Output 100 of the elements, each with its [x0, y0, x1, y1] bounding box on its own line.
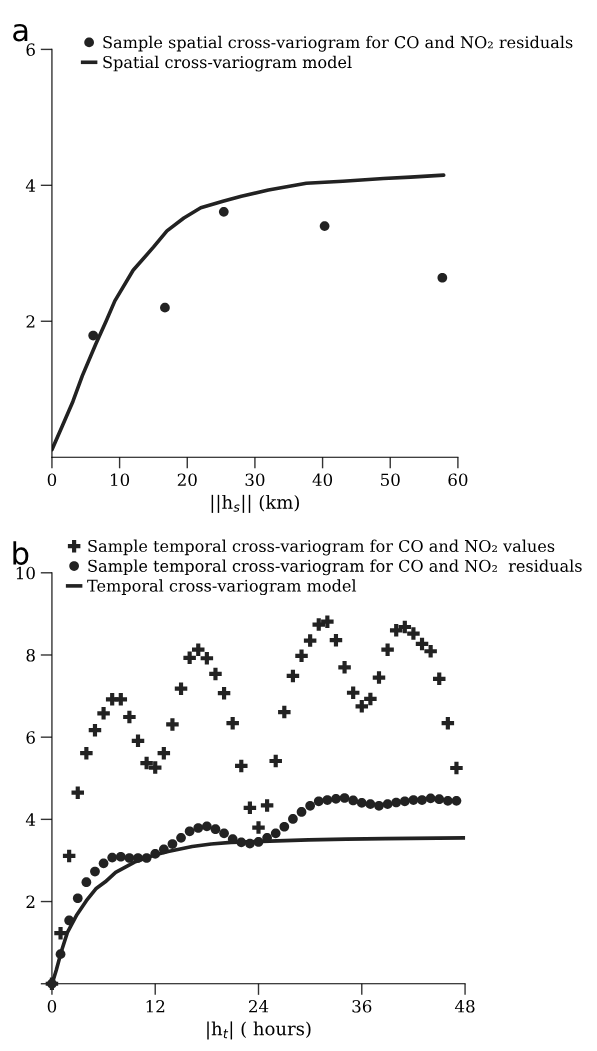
- point: [312, 618, 325, 631]
- point: [236, 837, 247, 848]
- point: [158, 844, 169, 855]
- point: [365, 799, 376, 810]
- point: [415, 637, 429, 651]
- chart-title: a: [13, 23, 28, 42]
- point: [90, 866, 100, 877]
- point: [260, 799, 274, 812]
- point: [253, 837, 264, 847]
- x-tick-label: 0: [47, 473, 57, 487]
- point: [115, 851, 126, 862]
- point: [183, 651, 196, 665]
- point: [442, 796, 453, 806]
- point: [329, 633, 343, 647]
- point: [114, 693, 128, 706]
- point: [279, 821, 290, 832]
- x-tick-label: 30: [245, 473, 265, 487]
- line-series: [51, 173, 446, 452]
- point: [98, 858, 109, 869]
- point: [54, 926, 67, 940]
- point: [72, 893, 83, 904]
- point: [243, 801, 257, 815]
- point: [451, 796, 462, 806]
- point: [450, 761, 463, 775]
- point: [140, 756, 153, 770]
- point: [235, 759, 248, 773]
- x-tick-label: 0: [47, 1000, 57, 1013]
- point: [313, 796, 324, 807]
- point: [322, 795, 333, 805]
- point: [425, 793, 436, 804]
- y-tick-label: 4: [25, 813, 36, 826]
- point: [391, 797, 402, 808]
- point: [124, 853, 135, 863]
- point: [355, 700, 369, 713]
- point: [176, 832, 186, 843]
- point: [417, 795, 427, 805]
- point: [432, 672, 446, 686]
- x-tick-label: 20: [177, 473, 197, 487]
- point: [348, 795, 359, 806]
- point: [97, 707, 110, 720]
- point: [319, 221, 330, 231]
- x-tick-label: 60: [448, 473, 468, 487]
- point: [80, 746, 93, 760]
- point: [295, 649, 308, 663]
- point: [81, 877, 92, 888]
- point: [88, 330, 99, 341]
- point: [210, 824, 221, 835]
- point: [321, 615, 334, 628]
- point: [192, 643, 205, 656]
- point: [356, 798, 367, 808]
- point: [55, 949, 66, 960]
- point: [338, 661, 351, 674]
- legend-label: Spatial cross-variogram model: [103, 55, 352, 72]
- point: [209, 667, 222, 681]
- x-tick-label: 24: [249, 1000, 269, 1013]
- point: [218, 206, 229, 217]
- point: [278, 705, 291, 719]
- legend-label: Temporal cross-variogram model: [87, 579, 357, 596]
- y-tick-label: 6: [26, 43, 35, 56]
- point: [71, 786, 85, 799]
- point: [184, 826, 195, 837]
- point: [399, 796, 410, 807]
- point: [407, 627, 420, 640]
- point: [133, 853, 143, 863]
- point: [269, 754, 282, 768]
- point: [381, 643, 394, 656]
- point: [424, 645, 437, 658]
- point: [346, 686, 360, 700]
- y-tick-label: 4: [25, 179, 36, 192]
- point: [202, 821, 212, 832]
- y-tick-label: 6: [26, 731, 35, 744]
- point: [217, 686, 231, 700]
- x-tick-label: 12: [146, 1000, 165, 1013]
- y-tick-label: 8: [26, 648, 35, 662]
- point: [226, 716, 239, 730]
- x-tick-label: 48: [454, 1000, 475, 1013]
- x-axis-title: ||h$_{s}$|| (km): [211, 494, 299, 513]
- point: [305, 800, 315, 811]
- point: [303, 634, 317, 647]
- point: [434, 794, 445, 805]
- point: [88, 723, 102, 737]
- point: [364, 692, 377, 706]
- x-axis-title: |h$_{t}$| ( hours): [207, 1021, 311, 1040]
- point: [148, 761, 162, 774]
- point: [382, 799, 393, 810]
- point: [62, 849, 76, 863]
- point: [398, 620, 412, 634]
- legend-label: Sample temporal cross-variogram for CO and NO₂ residuals: [88, 559, 582, 576]
- y-tick-label: 2: [26, 315, 35, 328]
- point: [166, 718, 179, 731]
- point: [339, 793, 350, 803]
- y-tick-label: 2: [26, 895, 35, 908]
- point: [389, 624, 403, 637]
- x-tick-label: 36: [352, 1000, 372, 1013]
- point: [131, 734, 145, 748]
- point: [219, 828, 229, 839]
- point: [157, 746, 171, 760]
- x-tick-label: 50: [381, 473, 400, 487]
- point: [286, 669, 300, 683]
- point: [107, 852, 118, 863]
